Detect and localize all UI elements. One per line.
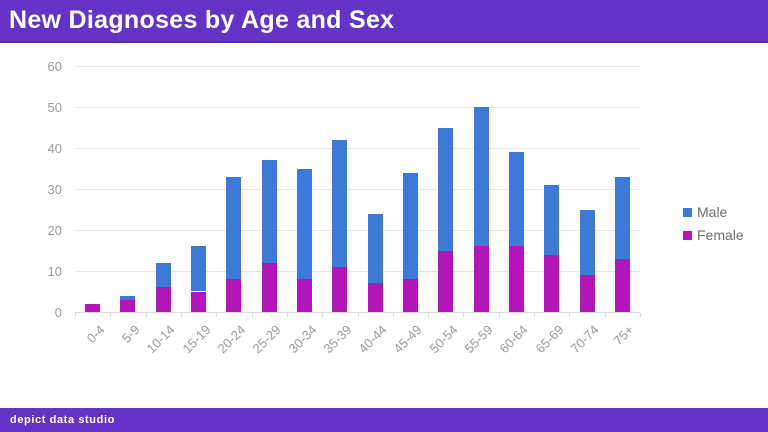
y-tick-label: 30 (47, 182, 62, 197)
bar-segment-male-25-29 (261, 160, 277, 263)
x-axis-tick (534, 313, 536, 317)
gridline (75, 271, 640, 272)
bar-segment-female-5-9 (120, 299, 136, 312)
y-tick-label: 20 (47, 223, 62, 238)
legend-label: Female (697, 227, 744, 243)
gridline (75, 189, 640, 190)
bar-segment-female-30-34 (297, 279, 313, 312)
bar-segment-female-20-24 (226, 279, 242, 312)
page-title: New Diagnoses by Age and Sex (9, 6, 395, 34)
footer-banner: depict data studio (0, 408, 768, 432)
bar-segment-female-75+ (614, 258, 630, 312)
gridline (75, 148, 640, 149)
legend-swatch-male (683, 207, 692, 217)
bar-segment-male-15-19 (191, 246, 207, 292)
y-tick-label: 60 (47, 59, 62, 74)
x-axis-tick (640, 313, 641, 317)
bar-segment-male-10-14 (155, 262, 171, 288)
y-tick-label: 40 (47, 141, 62, 156)
bar-segment-female-25-29 (261, 262, 277, 312)
x-axis-tick (604, 313, 606, 317)
title-banner: New Diagnoses by Age and Sex (0, 0, 768, 43)
x-axis-tick (216, 313, 218, 317)
bar-segment-female-65-69 (544, 254, 560, 312)
legend: Male Female (683, 204, 744, 250)
x-axis-tick (357, 313, 359, 317)
x-axis-tick (75, 313, 76, 317)
bar-segment-female-15-19 (191, 291, 207, 312)
x-axis-tick (498, 313, 500, 317)
y-tick-label: 50 (47, 100, 62, 115)
bar-segment-male-75+ (614, 176, 630, 259)
bar-segment-male-20-24 (226, 176, 242, 280)
bar-segment-male-55-59 (473, 107, 489, 247)
bar-segment-male-40-44 (367, 213, 383, 284)
bar-segment-male-35-39 (332, 139, 348, 267)
x-axis-tick (428, 313, 430, 317)
gridline (75, 66, 640, 67)
x-axis-tick (569, 313, 571, 317)
x-axis-tick (463, 313, 465, 317)
x-axis-tick (322, 313, 324, 317)
bar-segment-male-30-34 (297, 168, 313, 280)
x-axis-tick (392, 313, 394, 317)
gridline (75, 312, 640, 313)
bar-segment-female-45-49 (402, 279, 418, 312)
gridline (75, 230, 640, 231)
x-axis-tick (145, 313, 147, 317)
legend-item-male: Male (683, 204, 744, 220)
bar-segment-male-45-49 (402, 172, 418, 280)
y-tick-label: 10 (47, 264, 62, 279)
bar-segment-female-0-4 (85, 303, 101, 312)
x-axis-tick (286, 313, 288, 317)
bar-segment-female-55-59 (473, 246, 489, 312)
bar-segment-male-50-54 (438, 127, 454, 251)
legend-label: Male (697, 204, 728, 220)
bar-segment-male-65-69 (544, 184, 560, 255)
y-tick-label: 0 (54, 305, 62, 320)
bar-segment-male-60-64 (508, 152, 524, 247)
bar-segment-male-70-74 (579, 209, 595, 276)
gridline (75, 107, 640, 108)
x-axis-tick (251, 313, 253, 317)
x-axis-tick (110, 313, 112, 317)
bar-segment-female-60-64 (508, 246, 524, 312)
bar-segment-female-10-14 (155, 287, 171, 312)
legend-item-female: Female (683, 227, 744, 243)
brand-text: depict data studio (10, 414, 115, 426)
bar-segment-female-50-54 (438, 250, 454, 312)
bar-segment-female-35-39 (332, 266, 348, 312)
legend-swatch-female (683, 230, 692, 240)
bar-segment-female-40-44 (367, 283, 383, 312)
bar-segment-female-70-74 (579, 275, 595, 312)
x-axis-tick (180, 313, 182, 317)
bar-segment-male-5-9 (120, 295, 136, 300)
